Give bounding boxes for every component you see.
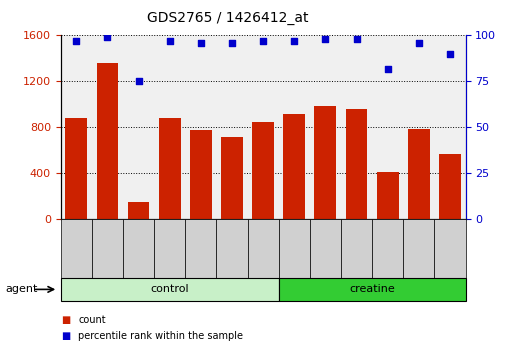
Point <box>414 40 422 46</box>
Text: control: control <box>150 284 189 295</box>
Text: GSM115537: GSM115537 <box>227 221 236 268</box>
Text: agent: agent <box>5 284 37 295</box>
Text: GSM115528: GSM115528 <box>351 221 361 267</box>
Text: GSM115538: GSM115538 <box>258 221 267 267</box>
Point <box>352 36 360 42</box>
Bar <box>376 172 398 219</box>
Bar <box>221 137 242 219</box>
Point <box>72 38 80 44</box>
Bar <box>438 154 460 219</box>
Point <box>196 40 205 46</box>
Point <box>445 51 453 57</box>
Bar <box>189 130 211 219</box>
Point <box>134 79 142 84</box>
Bar <box>127 202 149 219</box>
Text: count: count <box>78 315 106 325</box>
Text: GSM115531: GSM115531 <box>444 221 453 267</box>
Bar <box>345 109 367 219</box>
Bar <box>251 122 274 219</box>
Text: GSM115533: GSM115533 <box>103 221 112 268</box>
Bar <box>96 63 118 219</box>
Bar <box>283 114 305 219</box>
Text: GSM115535: GSM115535 <box>165 221 174 268</box>
Text: GDS2765 / 1426412_at: GDS2765 / 1426412_at <box>146 11 308 25</box>
Point <box>383 66 391 72</box>
Text: percentile rank within the sample: percentile rank within the sample <box>78 331 243 341</box>
Text: GSM115527: GSM115527 <box>320 221 329 267</box>
Text: GSM115530: GSM115530 <box>414 221 423 268</box>
Point <box>227 40 235 46</box>
Text: GSM115532: GSM115532 <box>72 221 81 267</box>
Point <box>321 36 329 42</box>
Bar <box>407 129 429 219</box>
Text: ■: ■ <box>61 315 70 325</box>
Text: GSM115526: GSM115526 <box>289 221 298 267</box>
Point <box>290 38 298 44</box>
Point <box>165 38 173 44</box>
Bar <box>314 105 336 219</box>
Text: GSM115534: GSM115534 <box>134 221 143 268</box>
Point <box>259 38 267 44</box>
Text: ■: ■ <box>61 331 70 341</box>
Bar <box>65 118 87 219</box>
Text: creatine: creatine <box>348 284 394 295</box>
Point <box>103 34 111 40</box>
Bar <box>159 118 180 219</box>
Text: GSM115536: GSM115536 <box>196 221 205 268</box>
Text: GSM115529: GSM115529 <box>382 221 391 267</box>
